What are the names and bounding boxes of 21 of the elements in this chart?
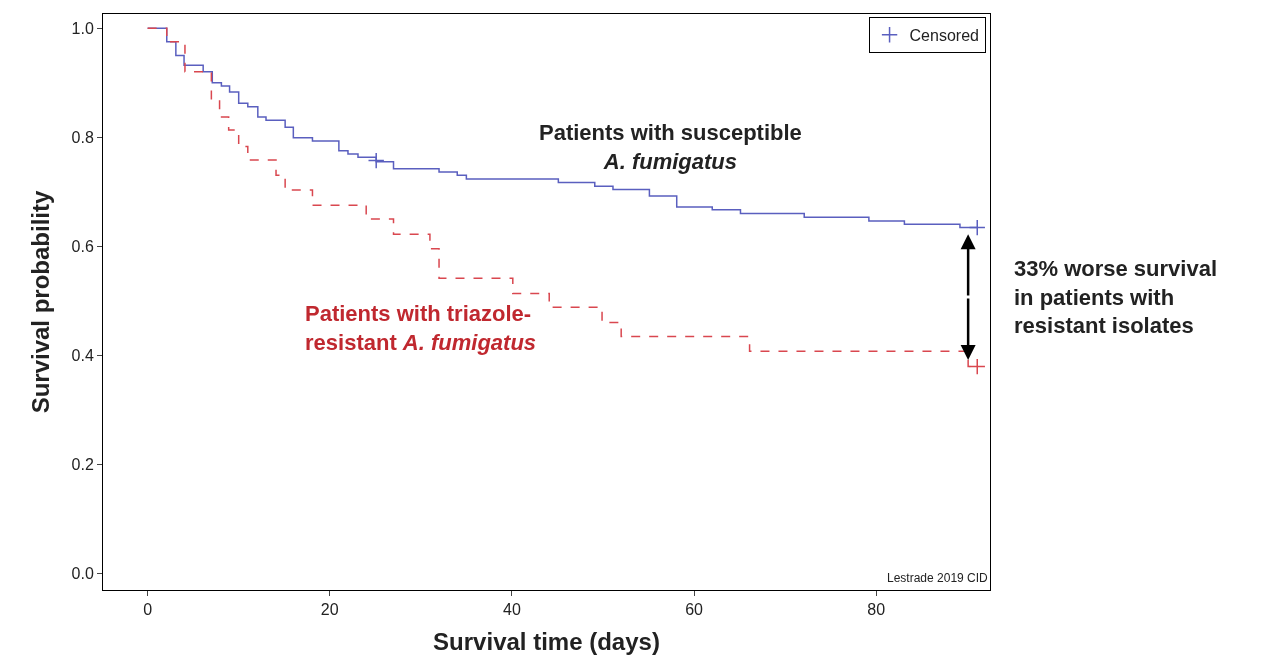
series-label: Patients with triazole- resistant A. fumigatus <box>305 301 537 355</box>
series-label: Patients with susceptible A. fumigatus <box>539 120 802 174</box>
y-tick-label: 0.4 <box>71 346 94 364</box>
x-axis-title: Survival time (days) <box>433 627 660 655</box>
point <box>968 358 986 376</box>
point <box>968 219 986 237</box>
x-tick-label: 60 <box>685 601 704 619</box>
x-tick-label: 0 <box>143 601 153 619</box>
x-tick-label: 40 <box>502 601 521 619</box>
text: 33% worse survival in patients with resistant isolates <box>1014 256 1218 339</box>
y-tick-label: 1.0 <box>71 19 94 37</box>
y-tick-label: 0.6 <box>71 237 94 255</box>
x-tick-label: 80 <box>867 601 886 619</box>
y-tick-label: 0.0 <box>71 564 94 582</box>
y-axis-title: Survival probability <box>26 189 54 414</box>
annotation: Lestrade 2019 CID <box>887 571 989 585</box>
x-tick-label: 20 <box>320 601 339 619</box>
point <box>367 152 385 170</box>
legend-label: Censored <box>909 27 979 45</box>
y-tick-label: 0.8 <box>71 128 94 146</box>
y-tick-label: 0.2 <box>71 455 94 473</box>
